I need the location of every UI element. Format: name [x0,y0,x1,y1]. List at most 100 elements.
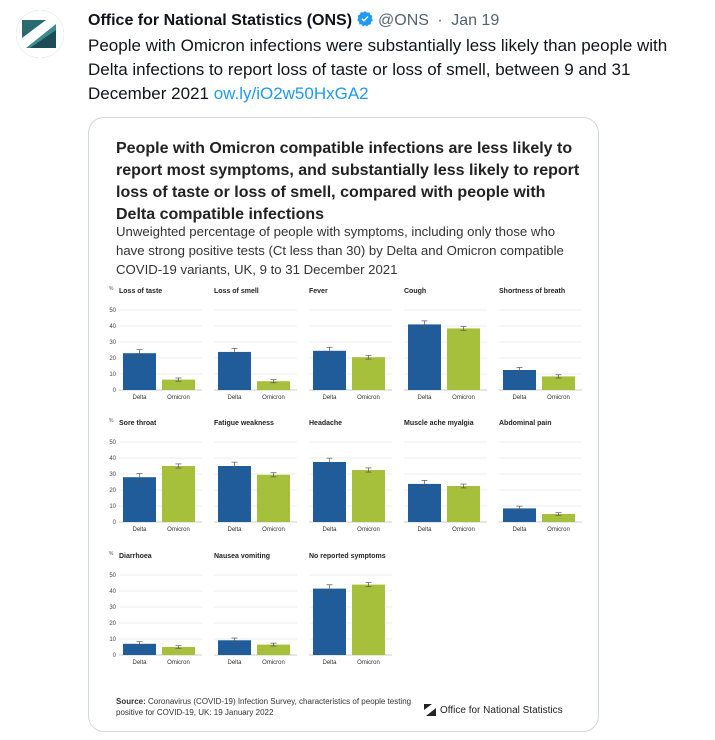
category-label: Omicron [167,395,190,401]
y-tick-label: 30 [109,472,116,478]
error-bar [555,512,562,516]
bar-delta [408,324,441,390]
chart-panel: Sore throat% 0 10 20 30 40 50 Delta Omicron [109,418,202,540]
chart-panel: Headache Delta Omicron [299,420,392,540]
avatar[interactable] [16,10,64,58]
panel-title: Nausea vomiting [214,553,271,560]
unit-label: % [109,418,114,424]
panel-title: Muscle ache myalgia [404,420,474,427]
panel-plot: Delta Omicron [214,574,297,666]
panel-title: Fever [309,288,328,295]
error-bar [460,483,467,489]
unit-label: % [109,551,114,557]
error-bar [175,645,182,649]
error-bar [136,473,143,482]
category-label: Delta [512,527,527,533]
bar-delta [503,508,536,522]
error-bar [516,505,523,511]
panel-plot: Delta Omicron [499,309,582,401]
y-tick-label: 40 [109,589,116,595]
author-handle[interactable]: @ONS [378,12,429,29]
category-label: Delta [322,527,337,533]
bar-omicron [162,466,195,522]
tweet-text: People with Omicron infections were subs… [88,34,698,106]
category-label: Delta [227,527,242,533]
category-label: Delta [132,395,147,401]
chart-image-card[interactable]: People with Omicron compatible infection… [88,117,599,732]
panel-title: Loss of smell [214,288,259,295]
chart-panel: Diarrhoea% 0 10 20 30 40 50 Delta Omicron [109,551,202,673]
source-text: Coronavirus (COVID-19) Infection Survey,… [116,697,412,717]
bar-omicron [257,644,290,655]
category-label: Delta [322,395,337,401]
y-tick-label: 50 [109,573,116,579]
author-name[interactable]: Office for National Statistics (ONS) [88,12,353,29]
chart-title: People with Omicron compatible infection… [116,140,580,223]
ons-footer-logo: Office for National Statistics [424,704,563,716]
category-label: Omicron [357,395,380,401]
chart-panel: Fever Delta Omicron [299,288,392,408]
category-label: Omicron [167,660,190,666]
category-label: Delta [512,395,527,401]
bar-omicron [162,379,195,390]
bar-omicron [257,474,290,522]
bar-omicron [257,381,290,390]
tweet-link[interactable]: ow.ly/iO2w50HxGA2 [213,84,369,103]
source-label: Source: [116,697,146,706]
verified-badge-icon [356,10,374,34]
tweet-body: People with Omicron infections were subs… [88,36,668,103]
chart-source: Source: Coronavirus (COVID-19) Infection… [116,696,416,718]
chart-subtitle: Unweighted percentage of people with sym… [116,224,564,277]
y-tick-label: 50 [109,308,116,314]
unit-label: % [109,286,114,292]
error-bar [231,637,238,643]
panel-title: Diarrhoea [119,553,152,560]
error-bar [136,349,143,358]
category-label: Omicron [452,395,475,401]
error-bar [326,457,333,467]
chart-panel: Loss of smell Delta Omicron [204,288,297,408]
chart-panel: Abdominal pain Delta Omicron [489,420,582,540]
error-bar [270,642,277,647]
bar-omicron [352,357,385,390]
bar-delta [313,462,346,522]
panel-title: Fatigue weakness [214,420,274,427]
panel-plot: Delta Omicron [499,441,582,533]
error-bar [460,326,467,331]
category-label: Omicron [262,395,285,401]
tweet-header: Office for National Statistics (ONS) @ONS… [88,10,499,34]
bar-delta [218,351,251,390]
panel-plot: Delta Omicron [404,441,487,533]
category-label: Omicron [262,527,285,533]
panel-plot: 0 10 20 30 40 50 Delta Omicron [109,440,202,533]
y-tick-label: 30 [109,340,116,346]
category-label: Omicron [547,395,570,401]
bar-delta [408,483,441,522]
panel-plot: Delta Omicron [214,441,297,533]
panel-plot: Delta Omicron [309,309,392,401]
panel-plot: Delta Omicron [214,309,297,401]
category-label: Delta [227,660,242,666]
error-bar [231,461,238,471]
y-tick-label: 50 [109,440,116,446]
bar-omicron [542,514,575,522]
tweet-date[interactable]: Jan 19 [451,12,500,29]
chart-panel: Loss of taste% 0 10 20 30 40 50 Delta Omicron [109,286,202,408]
y-tick-label: 20 [109,356,116,362]
chart-panel: Shortness of breath Delta Omicron [489,288,582,408]
category-label: Delta [132,527,147,533]
panel-title: Abdominal pain [499,420,552,427]
error-bar [421,480,428,488]
bar-delta [503,370,536,390]
y-tick-label: 0 [113,388,117,394]
panel-title: Headache [309,420,343,427]
bar-delta [123,477,156,522]
panel-title: Sore throat [119,420,157,427]
chart-panel: Cough Delta Omicron [394,288,487,408]
panel-plot: 0 10 20 30 40 50 Delta Omicron [109,573,202,666]
error-bar [270,472,277,478]
panel-plot: 0 10 20 30 40 50 Delta Omicron [109,308,202,401]
bar-delta [218,640,251,655]
category-label: Omicron [262,660,285,666]
